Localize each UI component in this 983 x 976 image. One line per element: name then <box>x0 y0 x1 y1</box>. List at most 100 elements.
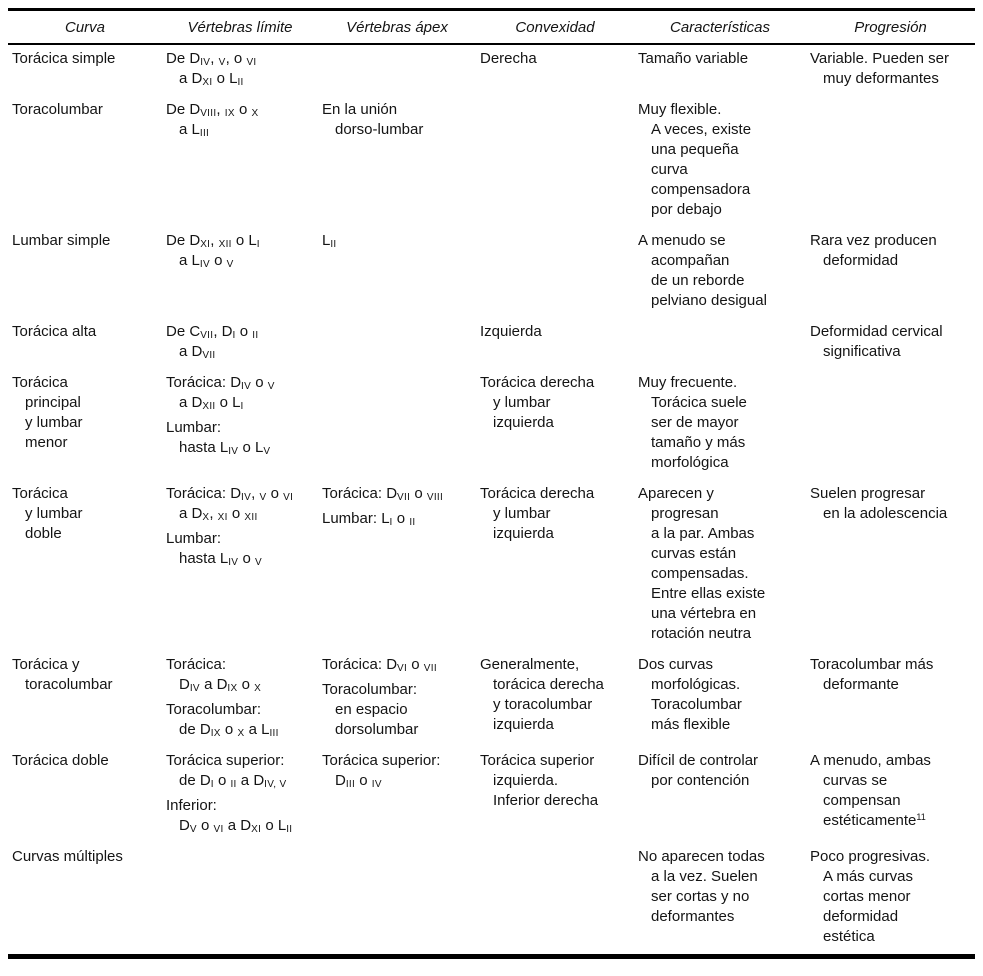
vertebra-subscript: IV <box>189 683 200 694</box>
cell-paragraph: Torácica superior: DIII o IV <box>322 751 470 791</box>
vertebra-subscript: V <box>267 381 275 392</box>
text-line: A más curvas <box>823 868 914 885</box>
cell-vertebras-limite <box>162 843 318 957</box>
text-line: a DXII o LI <box>179 394 244 412</box>
text-line: de un reborde <box>651 272 745 289</box>
text-line: significativa <box>823 343 901 360</box>
vertebra-subscript: I <box>210 779 214 790</box>
cell-paragraph: Suelen progresar en la adolescencia <box>810 484 969 524</box>
text-line: de DIX o X a LIII <box>179 721 279 739</box>
vertebra-subscript: III <box>269 728 279 739</box>
table-row: Torácica y toracolumbar Torácica: DIV a DIX… <box>8 651 975 747</box>
vertebra-subscript: III <box>345 779 356 790</box>
cell-paragraph: Derecha <box>480 49 628 69</box>
vertebra-subscript: II <box>409 517 416 528</box>
text-line: una pequeña <box>651 141 739 158</box>
text-line: Tamaño variable <box>638 50 749 67</box>
vertebra-subscript: X <box>237 728 245 739</box>
cell-paragraph: Dos curvas morfológicas. Toracolumbar más f… <box>638 655 800 735</box>
cell-paragraph: LII <box>322 231 470 251</box>
text-line: Generalmente, <box>480 656 580 673</box>
vertebra-subscript: XI <box>217 512 228 523</box>
cell-paragraph: Aparecen y progresan a la par. Ambas curvas… <box>638 484 800 644</box>
cell-paragraph: De DIV, V, o VI a DXI o LII <box>166 49 312 89</box>
cell-paragraph: Tamaño variable <box>638 49 800 69</box>
text-line: en la adolescencia <box>823 505 948 522</box>
text-line: Torácica <box>12 374 68 391</box>
text-line: compensadas. <box>651 565 749 582</box>
text-line: DIII o IV <box>335 772 382 790</box>
cell-paragraph: En la unión dorso-lumbar <box>322 100 470 140</box>
text-line: compensadora <box>651 181 751 198</box>
text-line: a LIII <box>179 121 210 139</box>
vertebra-subscript: III <box>199 128 210 139</box>
vertebra-subscript: XI <box>202 77 213 88</box>
text-line: morfológica <box>651 454 729 471</box>
text-line: Torácica derecha <box>480 374 595 391</box>
text-line: curvas están <box>651 545 737 562</box>
vertebra-subscript: V <box>218 57 226 68</box>
vertebra-subscript: I <box>232 330 236 341</box>
text-line: De DXI, XII o LI <box>166 232 260 250</box>
table-row: Lumbar simple De DXI, XII o LI a LIV o V LI… <box>8 227 975 318</box>
vertebra-subscript: IV <box>241 381 252 392</box>
cell-vertebras-limite: Torácica superior: de DI o II a DIV, V Inf… <box>162 747 318 843</box>
text-line: No aparecen todas <box>638 848 765 865</box>
column-header-curva: Curva <box>8 9 162 45</box>
text-line: y lumbar <box>25 414 83 431</box>
vertebra-subscript: V <box>263 446 271 457</box>
text-line: Toracolumbar: <box>322 681 418 698</box>
text-line: deformante <box>823 676 899 693</box>
text-line: Torácica doble <box>12 752 109 769</box>
cell-curva: Curvas múltiples <box>8 843 162 957</box>
cell-curva: Torácica alta <box>8 318 162 369</box>
vertebra-subscript: IV <box>199 259 210 270</box>
vertebra-subscript: XII <box>202 401 216 412</box>
text-line: curvas se <box>823 772 888 789</box>
cell-vertebras-limite: De DVIII, IX o X a LIII <box>162 96 318 227</box>
text-line: deformantes <box>651 908 735 925</box>
vertebra-subscript: VII <box>200 330 214 341</box>
text-line: dorso-lumbar <box>335 121 424 138</box>
text-line: Izquierda <box>480 323 542 340</box>
text-line: compensan <box>823 792 901 809</box>
cell-curva: Torácica doble <box>8 747 162 843</box>
text-line: y toracolumbar <box>493 696 593 713</box>
text-line: estética <box>823 928 875 945</box>
text-line: en espacio <box>335 701 408 718</box>
cell-paragraph: Toracolumbar más deformante <box>810 655 969 695</box>
text-line: Torácica superior <box>480 752 595 769</box>
vertebra-subscript: I <box>240 401 244 412</box>
text-line: a DX, XI o XII <box>179 505 258 523</box>
text-line: Lumbar: <box>166 419 222 436</box>
vertebra-subscript: II <box>252 330 259 341</box>
text-line: Torácica: DVI o VII <box>322 656 437 674</box>
vertebra-subscript: IX <box>210 728 221 739</box>
text-line: por contención <box>651 772 750 789</box>
text-line: y lumbar <box>493 394 551 411</box>
text-line: menor <box>25 434 68 451</box>
cell-paragraph: Muy flexible. A veces, existe una pequeña c… <box>638 100 800 220</box>
cell-vertebras-apex <box>318 44 476 96</box>
cell-convexidad <box>476 843 634 957</box>
text-line: A menudo se <box>638 232 726 249</box>
cell-paragraph: Torácica derecha y lumbar izquierda <box>480 373 628 433</box>
vertebra-subscript: II <box>286 824 293 835</box>
text-line: doble <box>25 525 62 542</box>
text-line: LII <box>322 232 337 250</box>
text-line: a DVII <box>179 343 216 361</box>
cell-paragraph: Generalmente, torácica derecha y toracolum… <box>480 655 628 735</box>
text-line: Toracolumbar <box>651 696 742 713</box>
cell-paragraph: Torácica principal y lumbar menor <box>12 373 156 453</box>
cell-progresion: Variable. Pueden ser muy deformantes <box>806 44 975 96</box>
text-line: deformidad <box>823 252 899 269</box>
cell-paragraph: Poco progresivas. A más curvas cortas meno… <box>810 847 969 947</box>
text-line: Toracolumbar: <box>166 701 262 718</box>
cell-paragraph: Torácica superior izquierda. Inferior dere… <box>480 751 628 811</box>
vertebra-subscript: V <box>226 259 234 270</box>
text-line: muy deformantes <box>823 70 939 87</box>
text-line: Torácica: DIV, V o VI <box>166 485 294 503</box>
cell-curva: Torácica y toracolumbar <box>8 651 162 747</box>
cell-caracteristicas <box>634 318 806 369</box>
text-line: De DIV, V, o VI <box>166 50 257 68</box>
